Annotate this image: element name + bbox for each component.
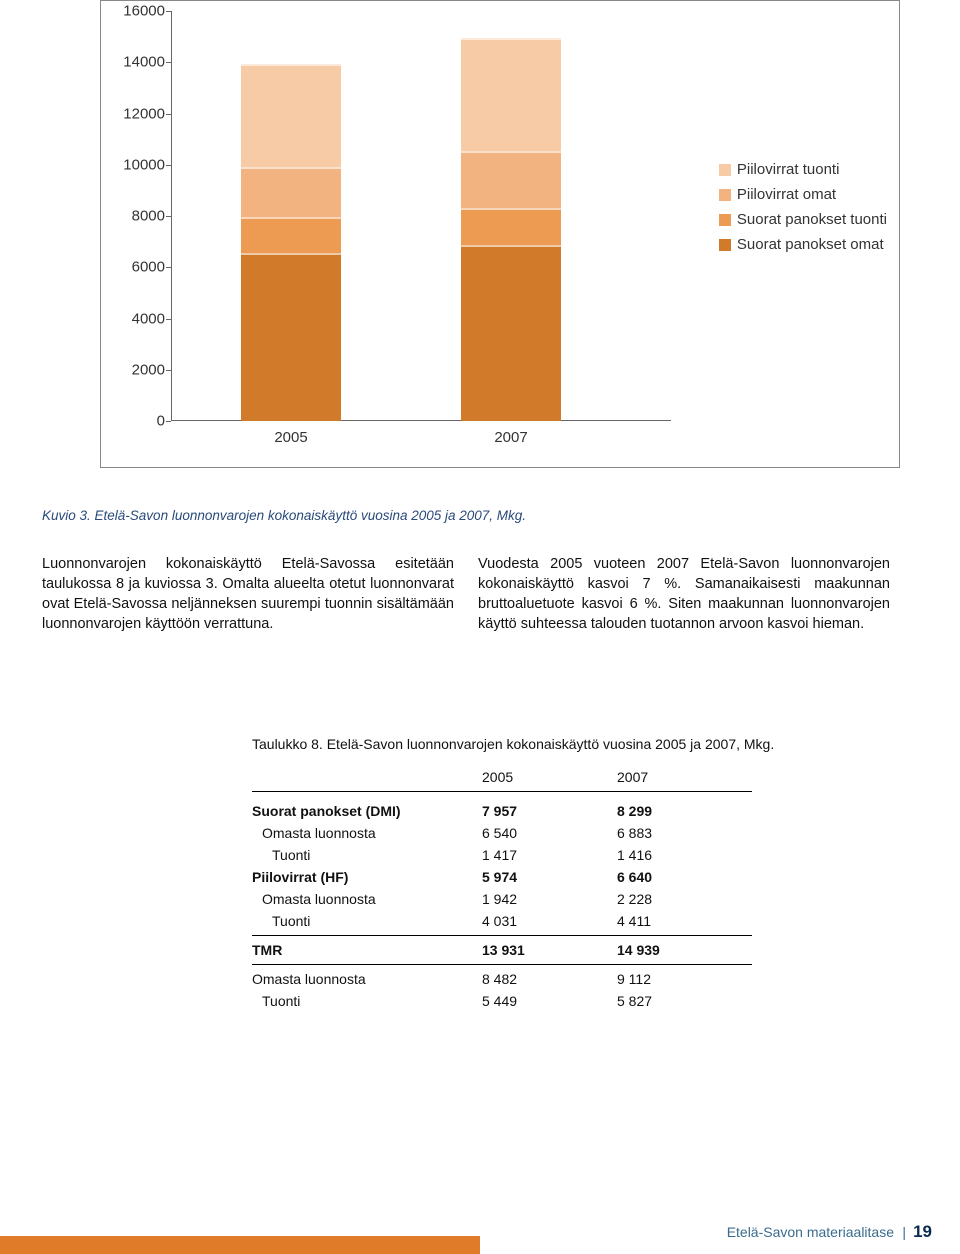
table-cell-value: 8 299 (617, 800, 752, 822)
legend-label: Suorat panokset tuonti (737, 211, 887, 228)
footer-stripe (0, 1236, 480, 1254)
table-cell-value: 5 449 (482, 990, 617, 1012)
table-cell-value: 5 827 (617, 990, 752, 1012)
table-cell-value: 4 031 (482, 910, 617, 936)
ytick-label: 2000 (132, 361, 165, 378)
table-cell-label: Suorat panokset (DMI) (252, 800, 482, 822)
legend-swatch (719, 239, 731, 251)
chart-container: 0 2000 4000 6000 8000 10000 12000 14000 16000 200… (100, 0, 900, 468)
table-row: Tuonti4 0314 411 (252, 910, 752, 936)
table-cell-value: 2 228 (617, 888, 752, 910)
table-header-cell: 2005 (482, 766, 617, 792)
legend-item: Piilovirrat omat (719, 186, 887, 203)
data-table: 20052007Suorat panokset (DMI)7 9578 299O… (252, 766, 752, 1012)
bar-segment (241, 253, 341, 421)
table-row: Tuonti1 4171 416 (252, 844, 752, 866)
ytick-mark (166, 165, 171, 166)
legend-item: Piilovirrat tuonti (719, 161, 887, 178)
legend-swatch (719, 214, 731, 226)
ytick-mark (166, 11, 171, 12)
ytick-mark (166, 216, 171, 217)
page-footer: Etelä-Savon materiaalitase | 19 (0, 1214, 960, 1254)
table-cell-value: 9 112 (617, 964, 752, 990)
ytick-label: 10000 (123, 156, 165, 173)
table-cell-label: Tuonti (252, 910, 482, 936)
ytick-label: 4000 (132, 310, 165, 327)
table-header-cell (252, 766, 482, 792)
ytick-mark (166, 62, 171, 63)
table-row: Omasta luonnosta1 9422 228 (252, 888, 752, 910)
xtick-label: 2005 (274, 429, 307, 446)
table-cell-label: Omasta luonnosta (252, 964, 482, 990)
table-cell-value: 13 931 (482, 935, 617, 964)
body-text-right: Vuodesta 2005 vuoteen 2007 Etelä-Savon l… (478, 554, 890, 634)
table-cell-value: 4 411 (617, 910, 752, 936)
table-cell-value: 14 939 (617, 935, 752, 964)
ytick-label: 14000 (123, 54, 165, 71)
bar-segment (461, 208, 561, 244)
body-text-columns: Luonnonvarojen kokonaiskäyttö Etelä-Savo… (42, 554, 890, 634)
table-cell-value: 6 640 (617, 866, 752, 888)
legend-item: Suorat panokset tuonti (719, 211, 887, 228)
table-cell-value: 5 974 (482, 866, 617, 888)
ytick-mark (166, 267, 171, 268)
legend-label: Suorat panokset omat (737, 236, 884, 253)
ytick-mark (166, 319, 171, 320)
table-cell-label: Omasta luonnosta (252, 888, 482, 910)
bar-segment (461, 151, 561, 208)
ytick-label: 0 (157, 413, 165, 430)
y-axis (171, 11, 172, 421)
legend-label: Piilovirrat omat (737, 186, 836, 203)
ytick-mark (166, 370, 171, 371)
legend-swatch (719, 189, 731, 201)
footer-page-number: 19 (913, 1222, 932, 1242)
bar-segment (461, 245, 561, 421)
table-cell-value: 1 416 (617, 844, 752, 866)
ytick-label: 6000 (132, 259, 165, 276)
table-cell-value: 1 942 (482, 888, 617, 910)
body-text-left: Luonnonvarojen kokonaiskäyttö Etelä-Savo… (42, 554, 454, 634)
bar-segment (241, 167, 341, 217)
chart-plot-area: 0200040006000800010000120001400016000200… (171, 11, 671, 421)
table-cell-label: Tuonti (252, 844, 482, 866)
table-row: TMR13 93114 939 (252, 935, 752, 964)
table-header-cell: 2007 (617, 766, 752, 792)
table-cell-value: 7 957 (482, 800, 617, 822)
ytick-label: 8000 (132, 208, 165, 225)
table-row: Tuonti5 4495 827 (252, 990, 752, 1012)
table-cell-value: 6 883 (617, 822, 752, 844)
table-row: Suorat panokset (DMI)7 9578 299 (252, 800, 752, 822)
table-caption: Taulukko 8. Etelä-Savon luonnonvarojen k… (252, 736, 774, 752)
table-cell-value: 1 417 (482, 844, 617, 866)
table-row: Omasta luonnosta6 5406 883 (252, 822, 752, 844)
table-cell-label: Tuonti (252, 990, 482, 1012)
footer-text: Etelä-Savon materiaalitase (727, 1224, 894, 1240)
ytick-mark (166, 114, 171, 115)
bar-segment (241, 217, 341, 253)
table-row: Omasta luonnosta8 4829 112 (252, 964, 752, 990)
bar-segment (241, 64, 341, 167)
figure-caption: Kuvio 3. Etelä-Savon luonnonvarojen koko… (42, 508, 526, 523)
legend-swatch (719, 164, 731, 176)
legend-item: Suorat panokset omat (719, 236, 887, 253)
table-cell-label: TMR (252, 935, 482, 964)
footer-separator: | (902, 1224, 906, 1240)
table-row: Piilovirrat (HF)5 9746 640 (252, 866, 752, 888)
xtick-label: 2007 (494, 429, 527, 446)
chart-legend: Piilovirrat tuonti Piilovirrat omat Suorat… (719, 161, 887, 261)
ytick-label: 16000 (123, 3, 165, 20)
table-cell-value: 8 482 (482, 964, 617, 990)
table-header-row: 20052007 (252, 766, 752, 792)
table-cell-label: Piilovirrat (HF) (252, 866, 482, 888)
legend-label: Piilovirrat tuonti (737, 161, 840, 178)
ytick-mark (166, 421, 171, 422)
ytick-label: 12000 (123, 105, 165, 122)
table-cell-label: Omasta luonnosta (252, 822, 482, 844)
bar-segment (461, 38, 561, 151)
table-cell-value: 6 540 (482, 822, 617, 844)
